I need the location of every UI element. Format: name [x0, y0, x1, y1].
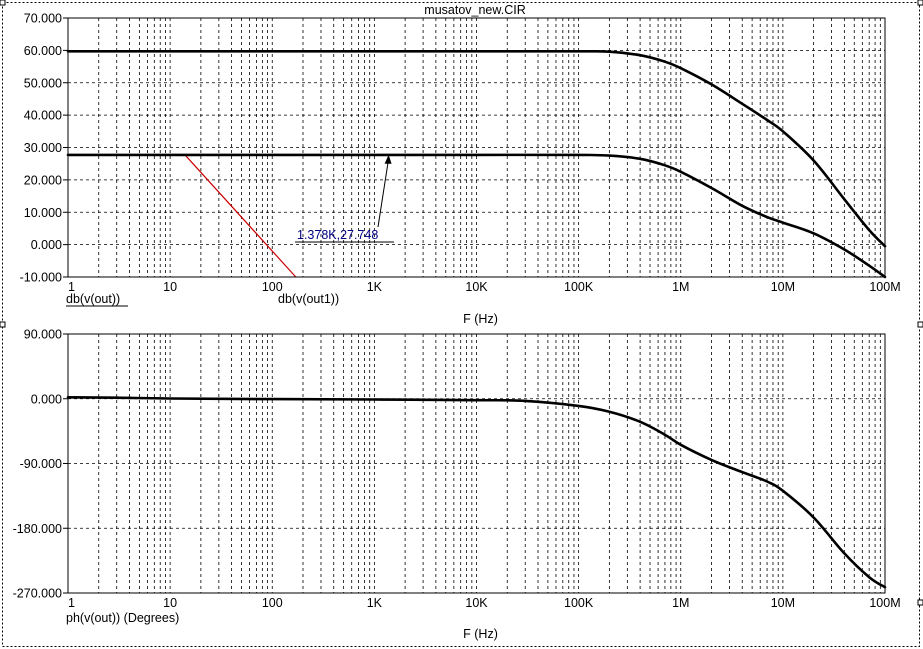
- x-tick-label: 1M: [672, 280, 689, 294]
- magnitude-x-axis-label: F (Hz): [463, 312, 498, 326]
- handle-top-right[interactable]: [917, 0, 923, 6]
- y-tick-label: 10.000: [24, 206, 62, 220]
- annotation-arrow-head: [384, 154, 392, 164]
- x-tick-label: 100K: [564, 280, 594, 294]
- x-tick-label: 1K: [367, 280, 383, 294]
- y-tick-label: 0.000: [31, 238, 62, 252]
- phase-grid: [68, 334, 885, 593]
- legend-db-out1: db(v(out1)): [278, 292, 339, 306]
- magnitude-legend: db(v(out)) db(v(out1)): [66, 292, 339, 307]
- x-tick-label: 100M: [869, 280, 900, 294]
- x-tick-label: 10: [163, 280, 177, 294]
- x-tick-label: 100: [262, 280, 283, 294]
- x-tick-label: 10K: [465, 596, 488, 610]
- series-line-1: [66, 49, 887, 248]
- phase-series: [66, 396, 887, 589]
- cursor-marker-line[interactable]: [184, 154, 297, 278]
- x-tick-label: 1K: [367, 596, 383, 610]
- phase-legend: ph(v(out)) (Degrees): [66, 611, 179, 625]
- cursor-readout-label[interactable]: 1.378K,27.748: [297, 228, 378, 242]
- y-tick-label: 90.000: [24, 328, 62, 342]
- y-tick-label: 60.000: [24, 44, 62, 58]
- phase-x-ticks: 1 10 100 1K 10K 100K 1M 10M 100M: [68, 596, 901, 610]
- cursor-line[interactable]: [184, 154, 297, 278]
- phase-x-axis-label: F (Hz): [463, 627, 498, 641]
- series-line-2: [66, 153, 887, 279]
- y-tick-label: 0.000: [31, 392, 62, 406]
- x-tick-label: 10: [163, 596, 177, 610]
- phase-y-ticks: 90.000 0.000 -90.000 -180.000 -270.000: [13, 328, 68, 601]
- y-tick-label: 50.000: [24, 76, 62, 90]
- handle-mid-right[interactable]: [917, 321, 923, 328]
- x-tick-label: 100K: [564, 596, 594, 610]
- y-tick-label: -270.000: [13, 587, 62, 601]
- resize-handles[interactable]: [0, 0, 923, 606]
- y-tick-label: -90.000: [20, 457, 62, 471]
- handle-mid-left[interactable]: [0, 321, 6, 328]
- x-tick-label: 10M: [771, 280, 795, 294]
- y-tick-label: -180.000: [13, 522, 62, 536]
- y-tick-label: 70.000: [24, 12, 62, 26]
- x-tick-label: 100M: [869, 596, 900, 610]
- y-tick-label: 30.000: [24, 141, 62, 155]
- y-tick-label: 20.000: [24, 173, 62, 187]
- x-tick-label: 1M: [672, 596, 689, 610]
- handle-low-right[interactable]: [917, 599, 923, 606]
- cursor-annotation[interactable]: 1.378K,27.748: [295, 154, 394, 243]
- y-tick-label: -10.000: [20, 271, 62, 285]
- x-tick-label: 10M: [771, 596, 795, 610]
- handle-top-left[interactable]: [0, 0, 6, 6]
- phase-plot: 90.000 0.000 -90.000 -180.000 -270.000 1 10 10…: [13, 328, 901, 642]
- magnitude-grid: [68, 18, 885, 277]
- x-tick-label: 10K: [465, 280, 488, 294]
- annotation-arrow-line: [377, 158, 390, 228]
- x-tick-label: 100: [262, 596, 283, 610]
- x-tick-label: 1: [68, 596, 75, 610]
- magnitude-plot: 1.378K,27.748 70.000 60.000 50.000 40.000 30…: [20, 12, 901, 327]
- magnitude-y-ticks: 70.000 60.000 50.000 40.000 30.000 20.000 10.0…: [20, 12, 68, 285]
- chart-title: musatov_new.CIR: [424, 3, 525, 17]
- series-line-1: [66, 396, 887, 589]
- legend-db-out: db(v(out)): [66, 292, 120, 306]
- legend-ph-out: ph(v(out)) (Degrees): [66, 611, 179, 625]
- magnitude-series: [66, 49, 887, 279]
- x-tick-label: 1: [68, 280, 75, 294]
- y-tick-label: 40.000: [24, 109, 62, 123]
- magnitude-x-ticks: 1 10 100 1K 10K 100K 1M 10M 100M: [68, 280, 901, 294]
